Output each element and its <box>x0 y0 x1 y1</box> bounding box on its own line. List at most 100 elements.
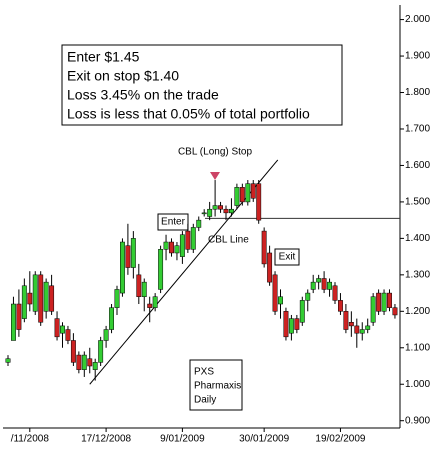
candle-body <box>98 340 104 363</box>
candle-body <box>185 230 191 250</box>
candle-body <box>169 241 174 254</box>
candle-body <box>376 292 382 312</box>
candle-body <box>327 281 333 290</box>
candle-body <box>141 281 147 297</box>
candle-body <box>125 245 131 268</box>
candle-body <box>92 362 98 370</box>
candle-body <box>321 278 327 290</box>
candle-body <box>70 340 76 363</box>
note-line: Exit on stop $1.40 <box>67 68 179 84</box>
candle-body <box>120 241 125 294</box>
stop-label: CBL (Long) Stop <box>178 147 253 158</box>
stop-marker <box>210 172 220 180</box>
cbl-label: CBL Line <box>208 235 249 246</box>
candle-body <box>261 230 267 265</box>
candle-body <box>16 303 22 330</box>
candle-body <box>136 274 142 297</box>
candle-body <box>87 358 93 367</box>
exit-label: Exit <box>279 252 296 263</box>
x-tick-label: /11/2008 <box>11 434 50 445</box>
candle-body <box>359 329 365 334</box>
candle-body <box>370 296 376 323</box>
candle-body <box>245 183 251 203</box>
info-line: Daily <box>194 395 216 406</box>
candle-body <box>299 300 305 323</box>
candle-body <box>190 227 196 250</box>
candle-body <box>239 187 245 203</box>
note-frame <box>61 44 343 126</box>
x-tick-label: 30/01/2009 <box>239 434 289 445</box>
candle-body <box>81 354 87 370</box>
y-tick-label: 1.600 <box>405 160 430 171</box>
candle-body <box>174 245 180 254</box>
note-box: Enter $1.45 Exit on stop $1.40 Loss 3.45… <box>61 44 343 126</box>
note-line: Enter $1.45 <box>67 49 140 65</box>
info-box <box>189 359 243 411</box>
info-line: PXS <box>194 367 214 378</box>
candle-body <box>387 292 392 308</box>
enter-label: Enter <box>161 217 186 228</box>
note-line: Loss 3.45% on the trade <box>67 87 219 103</box>
candle-body <box>267 252 273 283</box>
y-tick-label: 1.100 <box>405 342 430 353</box>
x-tick-label: 17/12/2008 <box>81 434 131 445</box>
y-tick-label: 1.000 <box>405 379 430 390</box>
candle-body <box>223 208 229 214</box>
candle-body <box>32 274 38 312</box>
candle-body <box>11 303 16 341</box>
candle-body <box>49 285 55 312</box>
y-tick-label: 1.400 <box>405 233 430 244</box>
candle-body <box>316 278 322 283</box>
candle-body <box>256 183 262 221</box>
y-tick-label: 1.900 <box>405 51 430 62</box>
y-tick-label: 1.200 <box>405 306 430 317</box>
candle-body <box>381 292 387 312</box>
candle-body <box>207 208 213 217</box>
candle-body <box>163 241 169 250</box>
candle-body <box>283 311 289 338</box>
candle-body <box>130 238 136 268</box>
candle-body <box>354 325 360 334</box>
candle-body <box>43 281 49 312</box>
candle-body <box>5 358 11 363</box>
x-tick-label: 19/02/2009 <box>315 434 365 445</box>
candle-body <box>250 183 256 199</box>
candle-body <box>218 205 224 210</box>
candle-body <box>338 300 343 312</box>
candle-body <box>392 307 398 316</box>
candle-body <box>196 219 202 228</box>
exit-box <box>274 248 300 266</box>
y-tick-label: 1.500 <box>405 197 430 208</box>
candle-body <box>272 274 278 312</box>
candle-body <box>305 292 311 301</box>
y-tick-label: 1.300 <box>405 269 430 280</box>
note-line: Loss is less that 0.05% of total portfol… <box>67 106 310 122</box>
candle-body <box>332 285 338 301</box>
candle-body <box>27 292 33 305</box>
candle-body <box>365 325 371 330</box>
y-tick-label: 2.000 <box>405 14 430 25</box>
candle-body <box>76 354 82 370</box>
candle-body <box>294 318 300 330</box>
candle-body <box>229 208 234 214</box>
info-line: Pharmaxis <box>194 381 241 392</box>
candle-body <box>109 307 114 330</box>
candle-body <box>114 289 120 308</box>
candle-body <box>147 303 153 308</box>
candle-body <box>38 274 44 323</box>
candle-body <box>158 249 164 290</box>
enter-box <box>157 213 189 231</box>
candle-body <box>348 322 354 327</box>
y-tick-label: 1.800 <box>405 87 430 98</box>
x-tick-label: 9/01/2009 <box>160 434 205 445</box>
candle-body <box>288 318 294 334</box>
y-tick-label: 0.900 <box>405 415 430 426</box>
candle-body <box>21 285 27 319</box>
candle-body <box>310 281 316 290</box>
candle-body <box>179 234 185 257</box>
candle-body <box>60 325 65 334</box>
candle-body <box>212 205 218 210</box>
candle-body <box>54 318 60 338</box>
candle-body <box>278 296 283 305</box>
